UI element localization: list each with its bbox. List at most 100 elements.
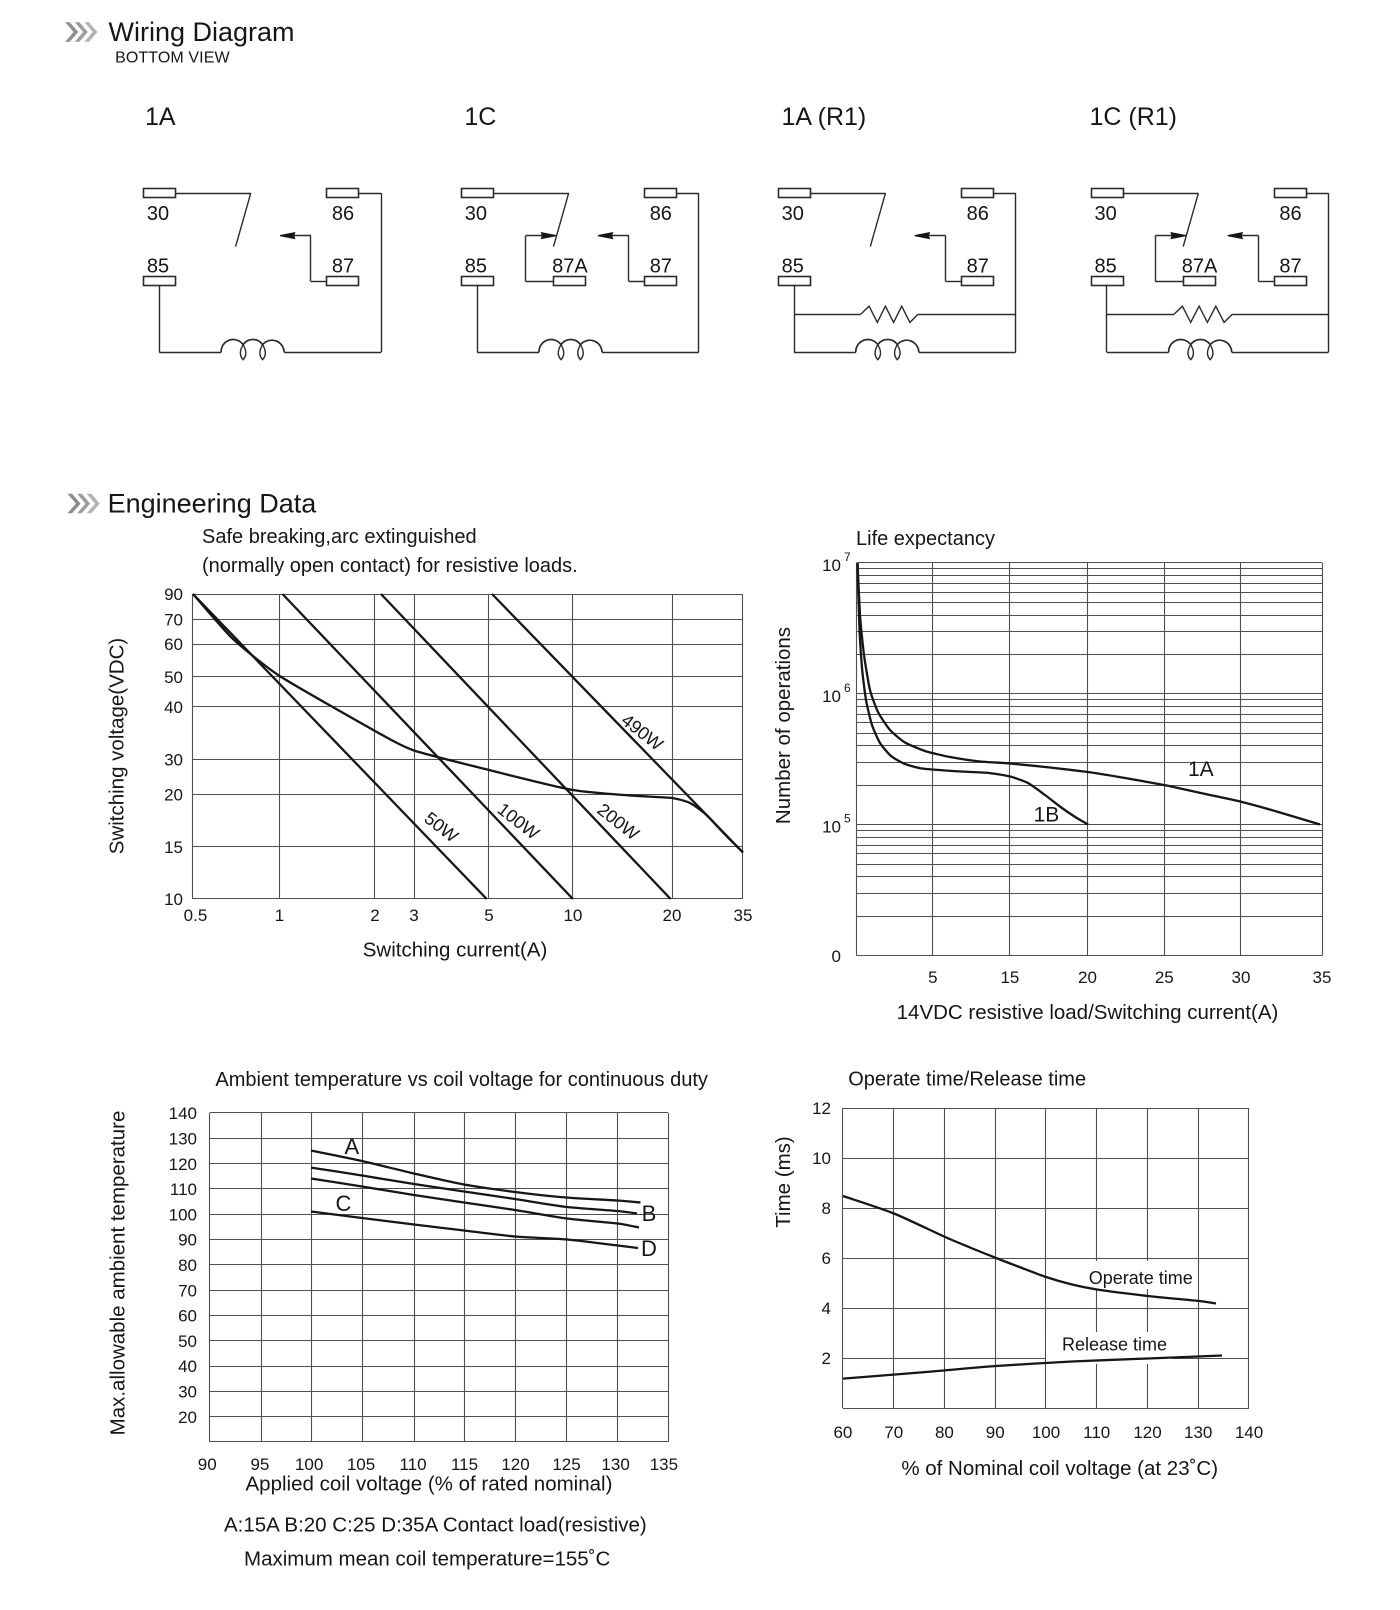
svg-text:120: 120 [501, 1455, 529, 1474]
svg-text:95: 95 [250, 1455, 269, 1474]
svg-text:Life expectancy: Life expectancy [856, 528, 995, 550]
svg-text:1A (R1): 1A (R1) [782, 103, 867, 131]
svg-text:D: D [641, 1236, 657, 1261]
svg-text:10: 10 [563, 906, 582, 925]
svg-text:85: 85 [1095, 256, 1117, 278]
svg-text:50: 50 [164, 668, 183, 687]
svg-text:A: A [345, 1134, 360, 1159]
svg-text:2: 2 [822, 1349, 831, 1368]
svg-text:70: 70 [884, 1423, 903, 1442]
svg-text:86: 86 [332, 203, 354, 225]
svg-text:10: 10 [822, 818, 841, 837]
svg-text:(normally open contact) for re: (normally open contact) for resistive lo… [202, 555, 578, 577]
svg-text:Wiring Diagram: Wiring Diagram [109, 17, 295, 47]
svg-text:0.5: 0.5 [184, 906, 208, 925]
svg-text:Operate time: Operate time [1089, 1268, 1193, 1288]
svg-text:B: B [642, 1201, 657, 1226]
svg-text:40: 40 [178, 1357, 197, 1376]
svg-text:10: 10 [812, 1149, 831, 1168]
svg-text:% of Nominal coil voltage (at: % of Nominal coil voltage (at 23˚C) [901, 1457, 1218, 1480]
svg-text:BOTTOM VIEW: BOTTOM VIEW [115, 50, 230, 67]
svg-text:5: 5 [484, 906, 493, 925]
svg-text:87A: 87A [1182, 256, 1218, 278]
svg-text:30: 30 [465, 203, 487, 225]
svg-text:87: 87 [967, 256, 989, 278]
svg-text:70: 70 [164, 611, 183, 630]
svg-text:15: 15 [164, 838, 183, 857]
svg-text:30: 30 [147, 203, 169, 225]
svg-text:20: 20 [178, 1408, 197, 1427]
svg-text:90: 90 [164, 585, 183, 604]
svg-text:20: 20 [164, 786, 183, 805]
svg-text:1C (R1): 1C (R1) [1090, 103, 1178, 131]
svg-text:20: 20 [1078, 968, 1097, 987]
svg-text:1: 1 [275, 906, 284, 925]
svg-text:60: 60 [833, 1423, 852, 1442]
svg-text:60: 60 [164, 635, 183, 654]
svg-text:Switching voltage(VDC): Switching voltage(VDC) [106, 638, 129, 854]
svg-text:10: 10 [822, 687, 841, 706]
svg-text:90: 90 [178, 1231, 197, 1250]
svg-text:130: 130 [601, 1455, 629, 1474]
svg-text:10: 10 [822, 556, 841, 575]
svg-text:100: 100 [295, 1455, 323, 1474]
svg-text:110: 110 [399, 1455, 426, 1474]
svg-text:15: 15 [1000, 968, 1019, 987]
svg-text:Max.allowable ambient temperat: Max.allowable ambient temperature [106, 1111, 129, 1436]
svg-text:Operate time/Release time: Operate time/Release time [848, 1068, 1086, 1090]
svg-text:125: 125 [552, 1455, 580, 1474]
svg-text:80: 80 [178, 1256, 197, 1275]
svg-text:90: 90 [986, 1423, 1005, 1442]
svg-text:1A: 1A [1188, 758, 1214, 781]
svg-text:30: 30 [164, 751, 183, 770]
svg-text:120: 120 [169, 1155, 197, 1174]
svg-text:A:15A B:20 C:25 D:35A Contact: A:15A B:20 C:25 D:35A Contact load(resis… [224, 1513, 647, 1536]
svg-text:87: 87 [650, 256, 672, 278]
svg-text:50: 50 [178, 1332, 197, 1351]
svg-text:120: 120 [1133, 1423, 1161, 1442]
svg-text:3: 3 [409, 906, 418, 925]
svg-text:86: 86 [967, 203, 989, 225]
svg-text:86: 86 [1279, 203, 1301, 225]
svg-text:100: 100 [169, 1205, 197, 1224]
svg-text:110: 110 [170, 1180, 197, 1199]
svg-text:85: 85 [465, 256, 487, 278]
svg-text:90: 90 [198, 1455, 217, 1474]
svg-text:135: 135 [650, 1455, 678, 1474]
svg-text:Switching current(A): Switching current(A) [363, 939, 548, 962]
svg-text:110: 110 [1083, 1423, 1110, 1442]
svg-text:25: 25 [1155, 968, 1174, 987]
svg-text:87A: 87A [552, 256, 588, 278]
svg-text:Time (ms): Time (ms) [772, 1136, 795, 1227]
svg-text:2: 2 [370, 906, 379, 925]
svg-text:5: 5 [844, 812, 851, 826]
svg-text:C: C [336, 1191, 352, 1216]
svg-text:70: 70 [178, 1281, 197, 1300]
svg-text:86: 86 [650, 203, 672, 225]
svg-text:Ambient temperature vs coil vo: Ambient temperature vs coil voltage for … [215, 1069, 707, 1091]
svg-text:35: 35 [1313, 968, 1332, 987]
svg-text:85: 85 [147, 256, 169, 278]
svg-text:4: 4 [822, 1299, 831, 1318]
svg-text:40: 40 [164, 698, 183, 717]
svg-text:35: 35 [734, 906, 753, 925]
svg-text:7: 7 [844, 550, 851, 564]
svg-text:1C: 1C [464, 103, 496, 131]
svg-text:Release time: Release time [1062, 1335, 1167, 1355]
svg-text:130: 130 [169, 1130, 197, 1149]
svg-text:6: 6 [844, 681, 851, 695]
svg-text:8: 8 [822, 1199, 831, 1218]
svg-text:30: 30 [782, 203, 804, 225]
svg-text:14VDC resistive load/Switching: 14VDC resistive load/Switching current(A… [897, 1001, 1279, 1024]
svg-text:100: 100 [1032, 1423, 1060, 1442]
svg-text:5: 5 [928, 968, 937, 987]
svg-text:80: 80 [935, 1423, 954, 1442]
svg-text:Engineering Data: Engineering Data [108, 489, 318, 519]
svg-text:Maximum mean coil temperature=: Maximum mean coil temperature=155˚C [244, 1547, 610, 1570]
svg-text:105: 105 [347, 1455, 375, 1474]
svg-text:1A: 1A [145, 103, 176, 131]
svg-text:6: 6 [822, 1249, 831, 1268]
svg-text:85: 85 [782, 256, 804, 278]
svg-text:140: 140 [1235, 1423, 1263, 1442]
svg-text:1B: 1B [1034, 803, 1060, 826]
